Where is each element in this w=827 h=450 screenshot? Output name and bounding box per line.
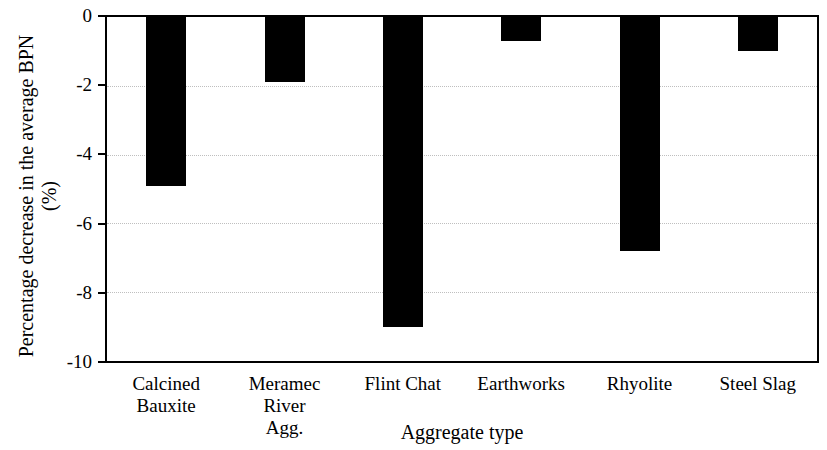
- gridline-y--6: [107, 223, 817, 224]
- bar-flint-chat: [383, 17, 423, 327]
- gridline-y--2: [107, 86, 817, 87]
- y-tick-label-0: 0: [34, 5, 92, 27]
- bar-earthworks: [501, 17, 541, 41]
- bar-steel-slag: [738, 17, 778, 51]
- y-tick-label--10: -10: [34, 351, 92, 373]
- chart-container: Percentage decrease in the average BPN (…: [0, 0, 827, 450]
- y-tick-mark-0: [98, 15, 105, 17]
- bar-meramec-river-agg.: [265, 17, 305, 82]
- y-tick-mark--8: [98, 292, 105, 294]
- y-axis-title-line1: Percentage decrease in the average BPN: [15, 6, 38, 386]
- y-tick-label--8: -8: [34, 282, 92, 304]
- x-axis-title: Aggregate type: [105, 421, 819, 444]
- y-axis-title-line2: (%): [38, 6, 61, 386]
- gridline-y--8: [107, 292, 817, 293]
- y-axis-title: Percentage decrease in the average BPN (…: [15, 6, 61, 386]
- gridline-y--4: [107, 155, 817, 156]
- y-tick-mark--2: [98, 84, 105, 86]
- y-tick-mark--4: [98, 153, 105, 155]
- y-tick-label--6: -6: [34, 213, 92, 235]
- bar-calcined-bauxite: [146, 17, 186, 186]
- y-tick-label--2: -2: [34, 74, 92, 96]
- plot-area: [105, 15, 819, 363]
- y-tick-mark--6: [98, 223, 105, 225]
- y-tick-mark--10: [98, 361, 105, 363]
- y-tick-label--4: -4: [34, 143, 92, 165]
- bar-rhyolite: [620, 17, 660, 251]
